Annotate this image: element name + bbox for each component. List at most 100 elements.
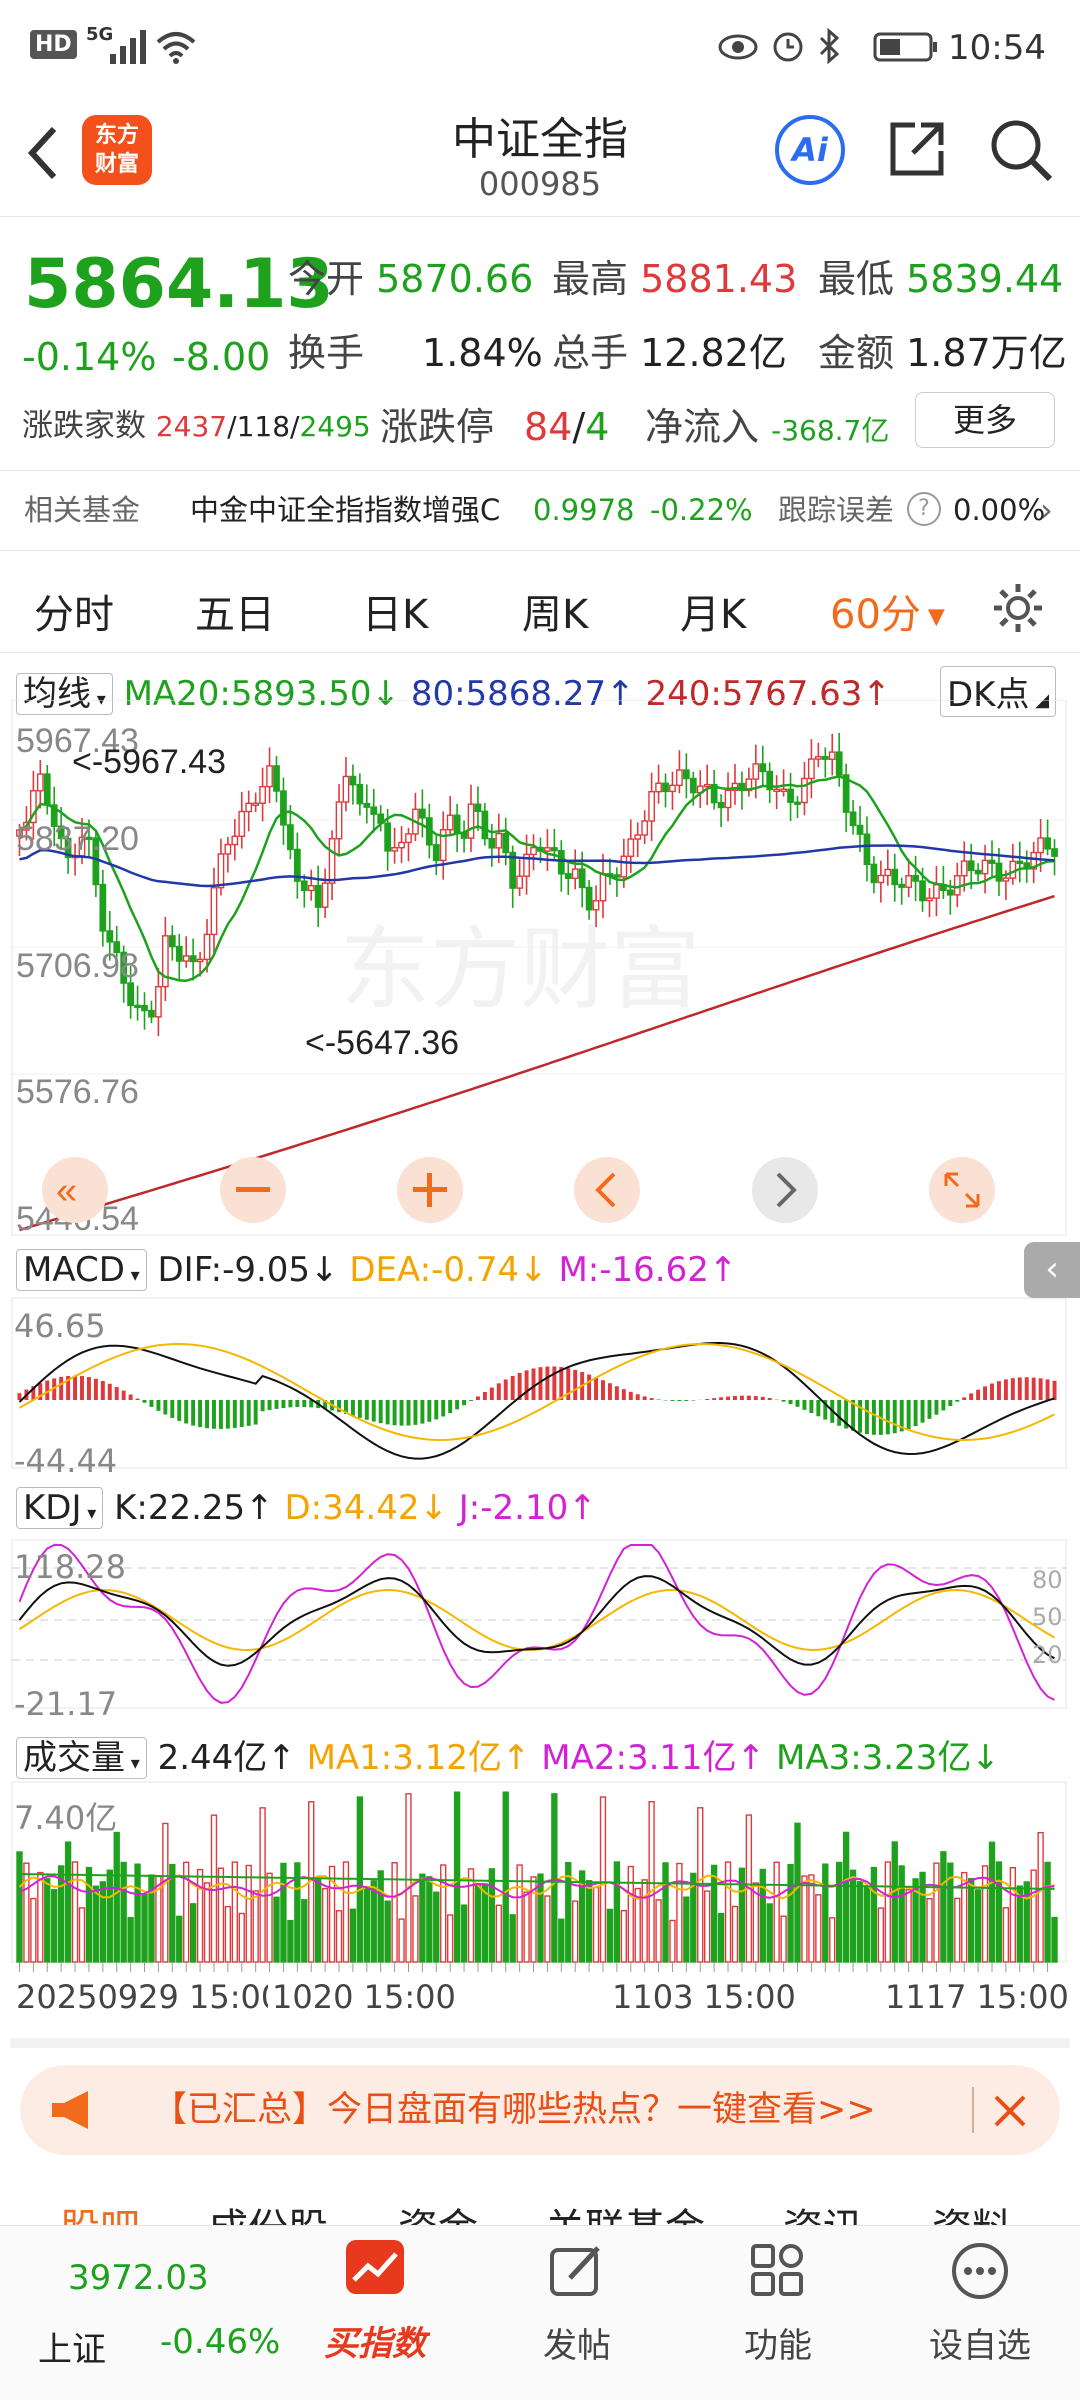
tracking-error-label: 跟踪误差 [778,493,895,527]
macd-bar [767,1398,772,1400]
index-ticker[interactable]: 3972.03 上证 -0.46% [20,2246,280,2370]
functions-button[interactable]: 功能 [703,2236,853,2386]
volume-bar [37,1871,44,1963]
tab-5day[interactable]: 五日 [195,592,275,638]
related-fund-row[interactable]: 相关基金 中金中证全指指数增强C 0.9978 -0.22% 跟踪误差 ? 0.… [0,470,1080,550]
collapse-panel-button[interactable]: ‹ [1024,1242,1080,1298]
candle-body [703,783,711,788]
volume-bar [558,1918,565,1963]
more-dots-icon [952,2243,1008,2299]
volume-bar [787,1863,794,1963]
macd-bar [496,1383,501,1400]
promo-banner[interactable]: 【已汇总】今日盘面有哪些热点？一键查看>> [20,2065,1060,2155]
volume-selector[interactable]: 成交量 ▾ [16,1737,147,1779]
candle-body [523,853,530,877]
macd-bar [441,1400,446,1417]
settings-gear-icon[interactable] [990,580,1046,636]
low-marker: <-5647.36 [305,1024,459,1062]
macd-bar [1045,1379,1050,1400]
ma-selector[interactable]: 均线 ▾ [16,673,113,715]
kdj-selector[interactable]: KDJ ▾ [16,1487,104,1529]
tab-60min[interactable]: 60分 ▼ [830,592,945,638]
volume-bar [766,1903,773,1963]
macd-bar [726,1396,731,1400]
fullscreen-button[interactable] [929,1157,995,1223]
close-icon[interactable] [992,2093,1028,2129]
macd-bar [677,1400,682,1402]
candle-body [676,769,683,786]
kdj-20: 20 [1032,1641,1063,1669]
macd-bar [121,1390,126,1400]
search-icon[interactable] [988,117,1054,183]
subtab-funds-flow[interactable]: 资金 [398,2196,478,2226]
macd-bar [80,1376,84,1400]
macd-bar [503,1379,508,1400]
volume-bar [829,1917,836,1963]
macd-header: MACD ▾ DIF:-9.05↓ DEA:-0.74↓ M:-16.62↑ [16,1249,737,1291]
volume-bar [627,1865,634,1963]
tab-daily-k[interactable]: 日K [362,592,429,638]
tab-weekly-k[interactable]: 周K [522,592,589,638]
x-label: 1020 15:00 [268,1978,456,2016]
candle-body [974,869,982,875]
back-arrow-icon[interactable] [22,123,62,183]
volume-bar [641,1879,648,1963]
volume-bar [523,1891,530,1963]
macd-bar [1031,1377,1036,1400]
volume-bar [433,1891,440,1963]
candle-body [550,847,558,852]
tab-monthly-k[interactable]: 月K [680,592,747,638]
limit-down: 4 [585,405,610,449]
prev-button[interactable] [574,1157,640,1223]
subtab-constituents[interactable]: 成份股 [208,2196,328,2226]
macd-bar [93,1378,98,1400]
more-button[interactable]: 更多 [915,392,1055,448]
k-line [18,1575,1055,1667]
volume-bar [613,1861,621,1963]
add-watchlist-button[interactable]: 设自选 [905,2236,1055,2386]
volume-bar [759,1868,766,1963]
volume-bar [988,1841,996,1963]
macd-bar [719,1397,724,1400]
subtab-related-funds[interactable]: 关联基金 [545,2196,705,2226]
tab-intraday[interactable]: 分时 [34,592,114,638]
rewind-button[interactable] [42,1157,108,1223]
buy-index-button[interactable]: 买指数 [300,2236,450,2386]
macd-selector[interactable]: MACD ▾ [16,1249,147,1291]
subtab-guba[interactable]: 股吧 [60,2196,140,2226]
share-icon[interactable] [885,117,949,181]
macd-bar [746,1395,751,1400]
candle-body [391,847,398,852]
macd-bar [760,1396,765,1400]
candle-body [120,951,128,984]
kline-chart[interactable]: 东方财富 5967.43 5837.20 5706.98 5576.76 544… [0,700,1080,2060]
dk-button[interactable]: DK点 ◢ [940,666,1057,717]
macd-bar [948,1400,953,1407]
x-label: 1103 15:00 [612,1978,796,2016]
next-button[interactable] [752,1157,818,1223]
macd-bar [1003,1379,1008,1400]
volume-bar [259,1807,266,1963]
open-value: 5870.66 [376,257,534,301]
vol-ma2: MA2:3.11亿 [541,1738,737,1778]
fund-label: 相关基金 [24,493,141,527]
ai-button[interactable]: Ai [775,115,845,185]
macd-bar [448,1400,453,1414]
candle-body [113,941,121,954]
help-icon[interactable]: ? [907,492,941,526]
volume-bar [780,1915,787,1963]
macd-bar [531,1368,536,1400]
volume-bar [662,1862,669,1963]
post-button[interactable]: 发帖 [502,2236,652,2386]
page-title: 中证全指 [452,114,628,165]
volume-bar [1051,1916,1058,1963]
subtab-profile[interactable]: 资料 [932,2196,1012,2226]
candle-body [321,882,329,908]
candle-body [828,751,836,760]
subtab-news[interactable]: 资讯 [783,2196,863,2226]
candle-body [988,859,996,864]
candle-body [210,887,218,936]
macd-bar [510,1375,515,1400]
volume-bar [162,1822,169,1963]
fund-name: 中金中证全指指数增强C [190,493,501,527]
